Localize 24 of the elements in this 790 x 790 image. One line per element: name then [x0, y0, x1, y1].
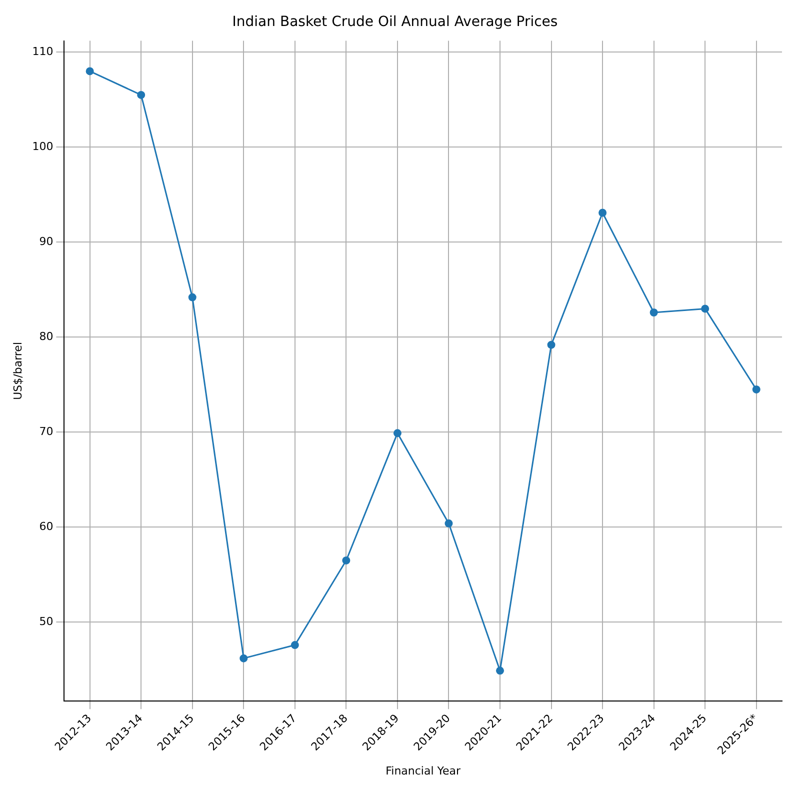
point: [701, 304, 710, 313]
y-tick-label: 50: [39, 615, 54, 628]
y-tick-label: 60: [39, 520, 54, 534]
y-tick-label: 100: [32, 140, 54, 154]
y-tick-label: 110: [32, 45, 54, 58]
point: [496, 666, 504, 675]
point: [444, 519, 453, 528]
point: [650, 308, 658, 317]
point: [188, 293, 196, 302]
y-tick-label: 80: [39, 330, 54, 344]
y-axis-title: US$/barrel: [11, 342, 24, 400]
y-tick-label: 90: [39, 235, 54, 248]
y-tick-label: 70: [39, 425, 54, 438]
point: [752, 385, 760, 394]
point: [393, 429, 402, 438]
chart-title: Indian Basket Crude Oil Annual Average Prices: [232, 14, 558, 30]
point: [290, 641, 299, 650]
point: [86, 67, 94, 76]
point: [137, 90, 146, 99]
point: [598, 208, 607, 217]
point: [342, 556, 350, 564]
point: [240, 654, 248, 662]
point: [547, 340, 556, 349]
x-axis-title: Financial Year: [386, 764, 462, 778]
